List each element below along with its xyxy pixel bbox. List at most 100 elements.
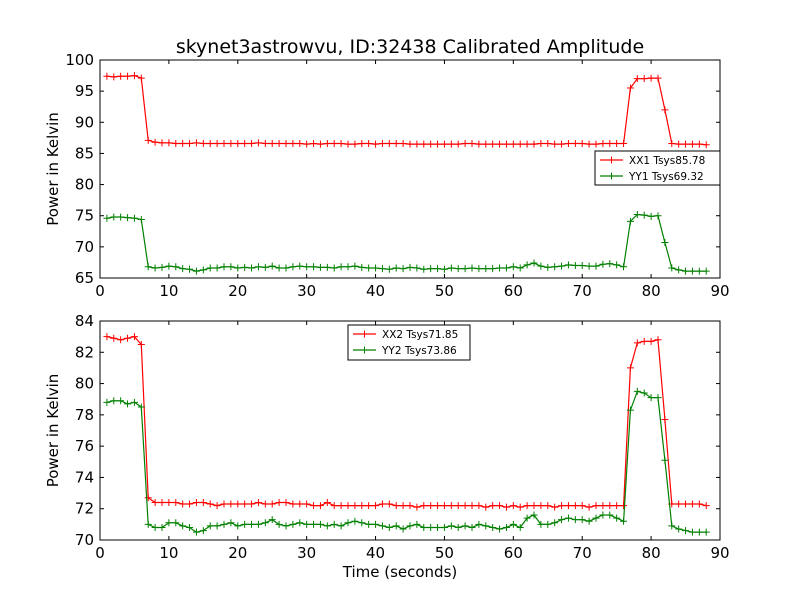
data-point-marker <box>192 267 200 275</box>
data-point-marker <box>165 262 173 270</box>
data-point-marker <box>578 502 586 510</box>
data-point-marker <box>633 210 641 218</box>
data-point-marker <box>137 403 145 411</box>
data-point-marker <box>509 502 517 510</box>
data-point-marker <box>310 502 318 510</box>
data-point-marker <box>158 523 166 531</box>
data-point-marker <box>206 264 214 272</box>
data-point-marker <box>489 265 497 273</box>
data-point-marker <box>344 140 352 148</box>
data-point-marker <box>592 502 600 510</box>
data-point-marker <box>248 264 256 272</box>
data-point-marker <box>544 520 552 528</box>
data-point-marker <box>275 139 283 147</box>
data-point-marker <box>144 136 152 144</box>
data-point-marker <box>702 141 710 149</box>
data-point-marker <box>640 211 648 219</box>
data-point-marker <box>447 502 455 510</box>
data-point-marker <box>330 139 338 147</box>
x-tick-label: 60 <box>504 544 523 562</box>
data-point-marker <box>620 139 628 147</box>
data-point-marker <box>606 511 614 519</box>
data-point-marker <box>599 511 607 519</box>
data-point-marker <box>502 503 510 511</box>
data-point-marker <box>268 500 276 508</box>
data-point-marker <box>702 528 710 536</box>
data-point-marker <box>144 494 152 502</box>
data-point-marker <box>502 523 510 531</box>
data-point-marker <box>351 262 359 270</box>
data-point-marker <box>392 522 400 530</box>
data-point-marker <box>130 333 138 341</box>
data-point-marker <box>633 387 641 395</box>
x-tick-label: 70 <box>573 544 592 562</box>
data-point-marker <box>399 525 407 533</box>
data-point-marker <box>585 517 593 525</box>
data-point-marker <box>303 140 311 148</box>
data-point-marker <box>668 264 676 272</box>
data-point-marker <box>647 212 655 220</box>
data-point-marker <box>578 516 586 524</box>
data-point-marker <box>482 503 490 511</box>
data-point-marker <box>358 263 366 271</box>
data-point-marker <box>179 265 187 273</box>
data-point-marker <box>585 140 593 148</box>
data-point-marker <box>516 523 524 531</box>
data-point-marker <box>130 398 138 406</box>
data-point-marker <box>585 503 593 511</box>
data-point-marker <box>447 140 455 148</box>
data-point-marker <box>454 265 462 273</box>
data-point-marker <box>392 502 400 510</box>
data-point-marker <box>682 140 690 148</box>
x-tick-label: 30 <box>297 282 316 300</box>
data-point-marker <box>261 139 269 147</box>
data-point-marker <box>103 398 111 406</box>
legend-marker <box>361 346 368 354</box>
data-point-marker <box>516 264 524 272</box>
legend-marker <box>608 156 615 164</box>
data-point-marker <box>151 264 159 272</box>
data-point-marker <box>530 140 538 148</box>
legend-entry-label: XX2 Tsys71.85 <box>382 329 458 341</box>
top-subplot: 0 10 20 30 40 50 60 70 80 90 65 70 75 80 85 90 95 100 Powe… <box>44 51 730 300</box>
data-point-marker <box>310 139 318 147</box>
data-point-marker <box>110 73 118 81</box>
data-point-marker <box>440 523 448 531</box>
data-point-marker <box>241 520 249 528</box>
y-tick-label: 78 <box>75 406 94 424</box>
data-point-marker <box>578 262 586 270</box>
data-point-marker <box>620 502 628 510</box>
data-point-marker <box>323 522 331 530</box>
data-point-marker <box>447 264 455 272</box>
data-point-marker <box>461 265 469 273</box>
data-point-marker <box>695 528 703 536</box>
data-point-marker <box>117 336 125 344</box>
data-point-marker <box>275 498 283 506</box>
data-point-marker <box>234 264 242 272</box>
data-point-marker <box>268 262 276 270</box>
data-point-marker <box>523 514 531 522</box>
data-point-marker <box>241 500 249 508</box>
data-point-marker <box>413 140 421 148</box>
data-point-marker <box>206 500 214 508</box>
data-point-marker <box>482 522 490 530</box>
y-tick-label: 84 <box>75 312 94 330</box>
data-point-marker <box>640 337 648 345</box>
data-point-marker <box>544 263 552 271</box>
data-point-marker <box>124 334 132 342</box>
legend-box <box>347 324 471 361</box>
data-point-marker <box>682 500 690 508</box>
data-point-marker <box>199 527 207 535</box>
data-point-marker <box>530 502 538 510</box>
data-point-marker <box>124 214 132 222</box>
data-point-marker <box>599 260 607 268</box>
y-tick-label: 82 <box>75 343 94 361</box>
x-tick-label: 60 <box>504 282 523 300</box>
data-point-marker <box>130 214 138 222</box>
data-point-marker <box>358 139 366 147</box>
data-point-marker <box>172 139 180 147</box>
data-point-marker <box>365 139 373 147</box>
data-point-marker <box>385 523 393 531</box>
data-point-marker <box>544 502 552 510</box>
data-point-marker <box>372 520 380 528</box>
